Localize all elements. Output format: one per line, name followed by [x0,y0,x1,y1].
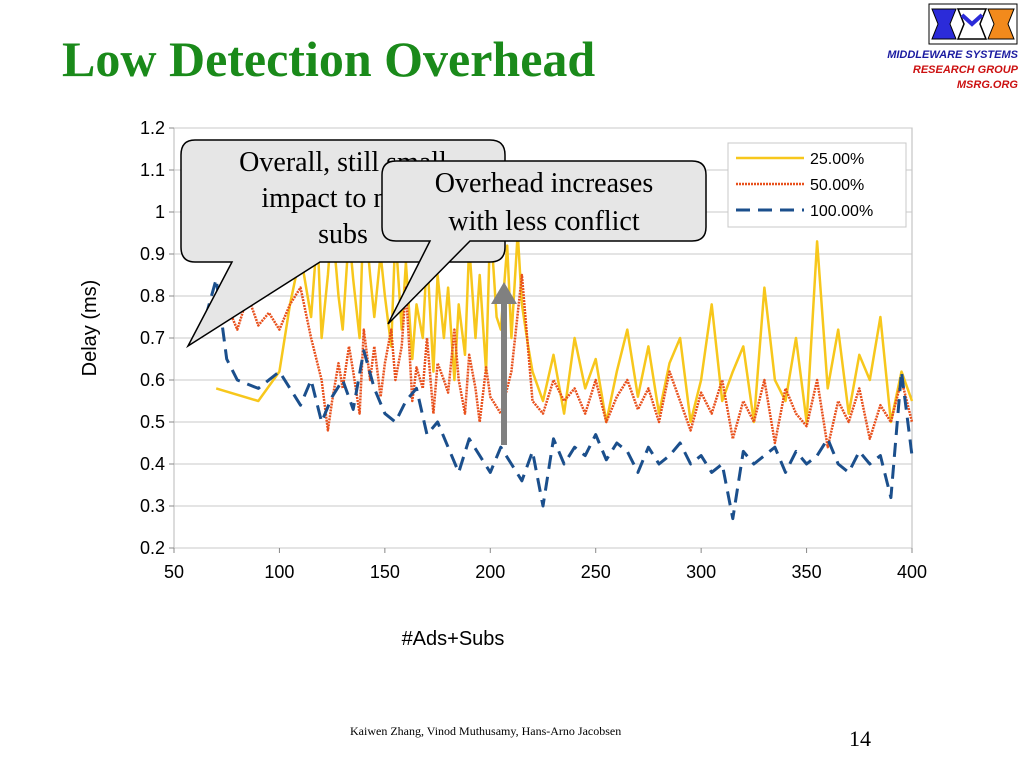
delay-chart: 0.2 0.3 0.4 0.5 0.6 0.7 0.8 0.9 1 1.1 1.2 50 100 150 2… [79,118,927,650]
x-axis-label: #Ads+Subs [402,628,505,650]
series-line-dashed [204,277,914,521]
y-tick-label: 0.4 [140,454,165,474]
y-axis-label: Delay (ms) [79,280,101,377]
x-tick-label: 350 [792,562,822,582]
callout-overhead-text: with less conflict [448,206,640,237]
legend-label: 100.00% [810,203,873,220]
series-line-dotted [225,273,914,449]
footer-authors: Kaiwen Zhang, Vinod Muthusamy, Hans-Arno… [350,724,622,738]
chart-legend: 25.00% 50.00% 100.00% [727,142,907,228]
x-tick-label: 400 [897,562,927,582]
y-tick-label: 0.8 [140,286,165,306]
slide-title: Low Detection Overhead [62,31,596,87]
y-tick-label: 0.2 [140,538,165,558]
org-line-3: MSRG.ORG [956,79,1018,91]
x-tick-label: 100 [264,562,294,582]
y-tick-label: 0.3 [140,496,165,516]
x-tick-label: 300 [686,562,716,582]
legend-label: 25.00% [810,151,864,168]
msrg-logo [928,3,1018,45]
callout-overhead-text: Overhead increases [435,168,653,199]
org-line-1: MIDDLEWARE SYSTEMS [887,49,1018,61]
x-tick-label: 150 [370,562,400,582]
y-tick-label: 1.2 [140,118,165,138]
page-number: 14 [849,726,871,751]
y-tick-label: 1 [155,202,165,222]
x-tick-label: 250 [581,562,611,582]
x-tick-label: 50 [164,562,184,582]
org-name: MIDDLEWARE SYSTEMS RESEARCH GROUP MSRG.O… [887,48,1018,93]
callout-overall-text: subs [318,219,368,250]
legend-label: 50.00% [810,177,864,194]
callout-overhead: Overhead increases with less conflict [381,160,707,325]
org-line-2: RESEARCH GROUP [912,64,1018,76]
y-tick-label: 0.7 [140,328,165,348]
y-tick-label: 0.5 [140,412,165,432]
y-tick-label: 0.6 [140,370,165,390]
arrow-head [491,282,517,304]
x-tick-label: 200 [475,562,505,582]
y-tick-label: 1.1 [140,160,165,180]
y-tick-label: 0.9 [140,244,165,264]
callout-bubble [381,160,707,325]
